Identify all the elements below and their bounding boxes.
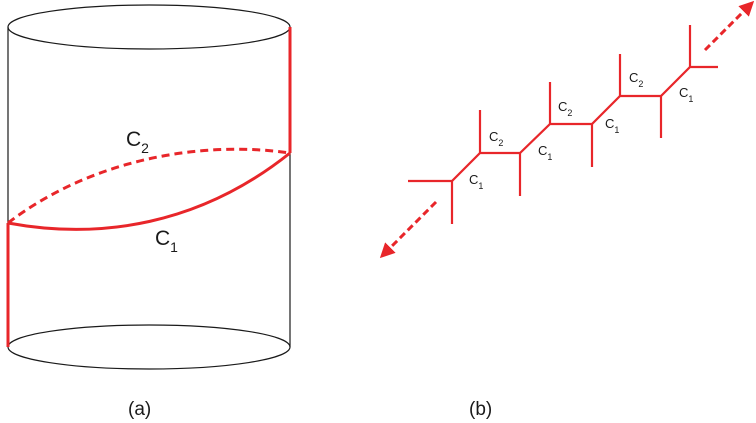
curve-c2-dashed: [7, 147, 291, 225]
caption-a: (a): [128, 399, 151, 420]
curve-c1-solid: [7, 151, 291, 231]
caption-b: (b): [469, 399, 492, 420]
stair-label-4: C2: [558, 99, 572, 118]
stair-label-2: C2: [489, 129, 503, 148]
staircase-path: [408, 65, 718, 183]
stair-label-5: C1: [605, 116, 619, 135]
cylinder-top-ellipse: [7, 4, 291, 50]
stair-label-1: C1: [469, 172, 483, 191]
arrow-upper-right: [703, 0, 755, 52]
panel-b: C1 C2 C1 C2 C1 C2 C1 (b): [379, 0, 755, 420]
cylinder-bottom-ellipse: [7, 324, 291, 370]
staircase-ticks: [450, 25, 692, 224]
stair-label-6: C2: [629, 70, 643, 89]
stair-label-7: C1: [679, 85, 693, 104]
stair-label-3: C1: [538, 143, 552, 162]
label-c2: C2: [126, 128, 149, 156]
label-c1: C1: [155, 227, 178, 255]
arrow-lower-left: [379, 200, 438, 259]
panel-a: C2 C1 (a): [6, 4, 292, 420]
